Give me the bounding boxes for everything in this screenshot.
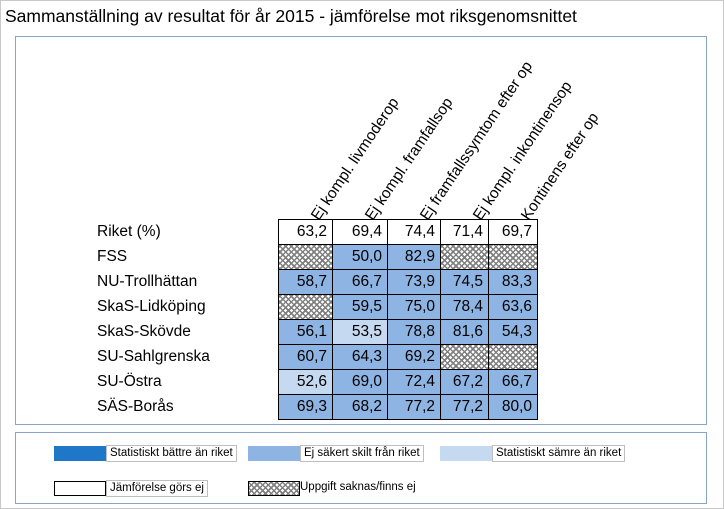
table-cell: 52,6	[278, 369, 333, 395]
table-cell: 69,7	[488, 219, 538, 245]
table-cell: 63,6	[488, 294, 538, 320]
table-cell: 77,2	[440, 394, 489, 420]
table-cell	[440, 244, 489, 270]
legend-label-none: Jämförelse görs ej	[106, 480, 208, 497]
table-cell: 66,7	[488, 369, 538, 395]
row-label: NU-Trollhättan	[97, 273, 198, 290]
legend-label-light: Statistiskt sämre än riket	[492, 445, 626, 462]
table-cell: 83,3	[488, 269, 538, 295]
chart-title: Sammanställning av resultat för år 2015 …	[5, 6, 577, 26]
table-cell: 74,5	[440, 269, 489, 295]
row-label: FSS	[97, 248, 128, 265]
table-cell	[278, 294, 333, 320]
table-cell: 77,2	[387, 394, 441, 420]
table-cell: 58,7	[278, 269, 333, 295]
legend-swatch-light	[440, 446, 492, 461]
table-cell: 56,1	[278, 319, 333, 345]
table-cell: 69,3	[278, 394, 333, 420]
table-cell: 68,2	[332, 394, 388, 420]
legend-swatch-none	[54, 481, 106, 496]
table-cell: 80,0	[488, 394, 538, 420]
table-cell: 71,4	[440, 219, 489, 245]
row-label: SU-Sahlgrenska	[97, 348, 210, 365]
legend-label-dark: Statistiskt bättre än riket	[106, 445, 237, 462]
row-label: SÄS-Borås	[97, 398, 174, 415]
table-cell: 66,7	[332, 269, 388, 295]
table-cell: 78,4	[440, 294, 489, 320]
row-label: SU-Östra	[97, 373, 162, 390]
legend-label-mid: Ej säkert skilt från riket	[300, 445, 424, 462]
table-cell: 75,0	[387, 294, 441, 320]
table-cell: 54,3	[488, 319, 538, 345]
table-cell: 69,2	[387, 344, 441, 370]
table-cell: 69,0	[332, 369, 388, 395]
table-cell: 53,5	[332, 319, 388, 345]
table-cell: 63,2	[278, 219, 333, 245]
table-cell: 73,9	[387, 269, 441, 295]
table-cell: 59,5	[332, 294, 388, 320]
table-cell: 64,3	[332, 344, 388, 370]
table-cell: 67,2	[440, 369, 489, 395]
legend-swatch-missing	[248, 481, 300, 496]
legend-label-missing: Uppgift saknas/finns ej	[300, 481, 416, 493]
table-cell: 60,7	[278, 344, 333, 370]
legend-swatch-mid	[248, 446, 300, 461]
row-label: Riket (%)	[97, 223, 161, 240]
table-cell	[488, 344, 538, 370]
table-cell: 50,0	[332, 244, 388, 270]
row-label: SkaS-Lidköping	[97, 298, 206, 315]
table-cell: 72,4	[387, 369, 441, 395]
table-cell	[488, 244, 538, 270]
table-cell: 81,6	[440, 319, 489, 345]
table-cell: 78,8	[387, 319, 441, 345]
table-cell: 69,4	[332, 219, 388, 245]
table-cell: 74,4	[387, 219, 441, 245]
table-panel	[15, 36, 707, 425]
table-cell	[278, 244, 333, 270]
table-cell: 82,9	[387, 244, 441, 270]
legend-swatch-dark	[54, 446, 106, 461]
legend	[15, 432, 707, 504]
row-label: SkaS-Skövde	[97, 323, 191, 340]
table-cell	[440, 344, 489, 370]
